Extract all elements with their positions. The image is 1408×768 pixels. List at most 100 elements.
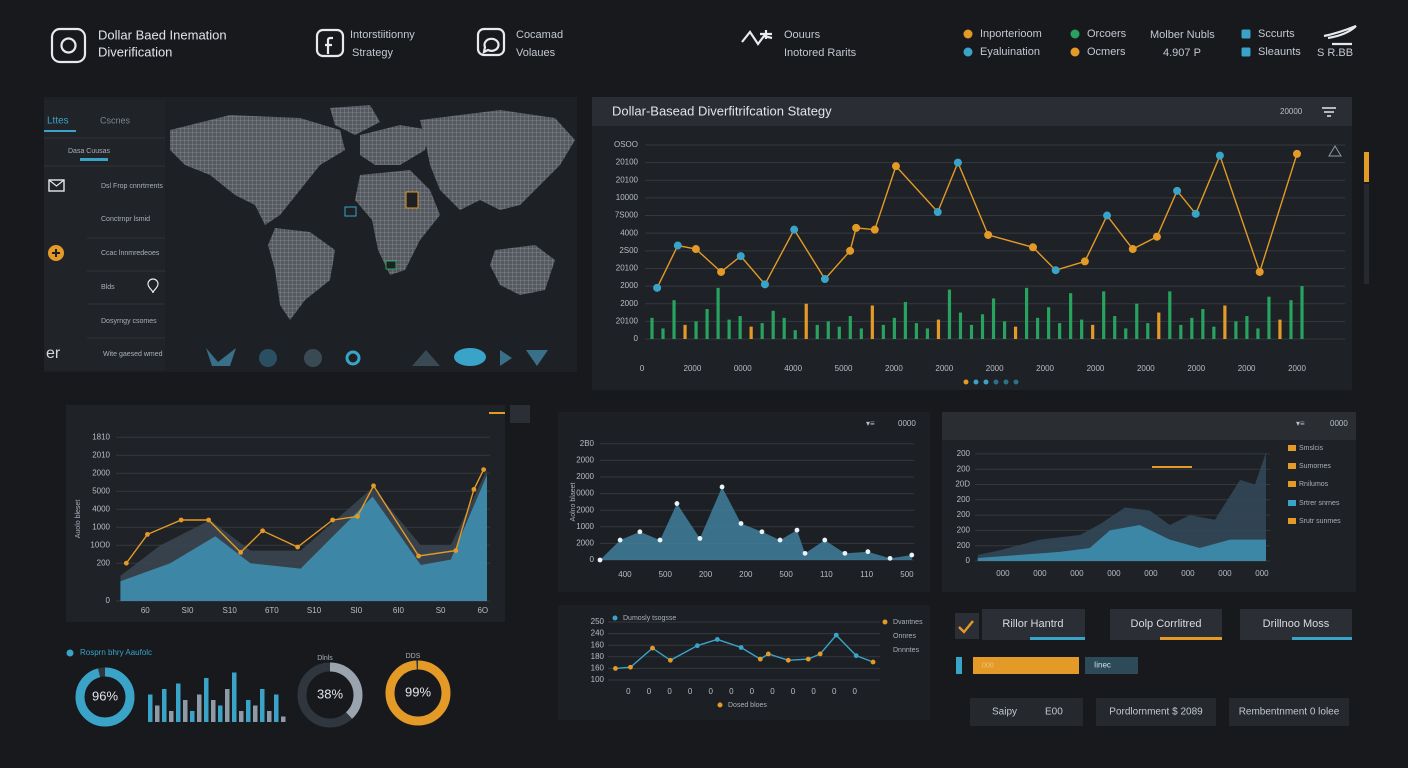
x-tick-label: S10 <box>223 606 238 615</box>
footer-box[interactable] <box>1096 698 1216 726</box>
y-tick-label: 200 <box>97 558 111 567</box>
header-title: Diverification <box>98 44 172 59</box>
bar <box>239 711 244 722</box>
sidebar-item[interactable]: Wite gaesed wmed <box>103 351 163 358</box>
chart-control[interactable]: 0000 <box>1330 419 1348 428</box>
facebook-icon[interactable] <box>315 28 345 58</box>
marker <box>853 653 859 659</box>
chart-control[interactable]: 20000 <box>1280 107 1303 116</box>
sidebar-item[interactable]: Dsl Frop cnnrtrrents <box>101 183 163 190</box>
bar <box>1300 286 1304 339</box>
sidebar-item[interactable]: Conctrnpr lsmid <box>101 216 150 223</box>
header-title: Dollar Baed Inemation <box>98 27 227 42</box>
marker <box>777 537 783 543</box>
marker <box>371 483 376 489</box>
sidebar-item[interactable]: Dosyrngy csomes <box>101 318 157 325</box>
stats-value: 4.907 P <box>1163 47 1201 59</box>
x-tick-label: 0 <box>791 687 796 696</box>
bar <box>246 700 251 722</box>
x-tick-label: 0 <box>750 687 755 696</box>
scrollbar-track <box>1364 184 1369 284</box>
button-label[interactable]: Dolp Corrlitred <box>1131 618 1202 630</box>
map-pin[interactable] <box>385 260 397 270</box>
page-dot[interactable] <box>1013 379 1019 385</box>
legend-label: Sumornes <box>1299 463 1331 470</box>
pagination <box>963 379 1019 385</box>
menu-icon[interactable] <box>1322 107 1336 117</box>
legend-dot <box>963 29 973 39</box>
page-dot[interactable] <box>963 379 969 385</box>
bar <box>947 289 952 339</box>
toolbar-shape[interactable] <box>304 349 322 367</box>
header-title: Intorstiitionny <box>350 29 415 41</box>
bar <box>672 300 676 339</box>
button[interactable] <box>1110 609 1222 640</box>
bar <box>267 711 272 722</box>
progress-handle[interactable] <box>956 657 962 674</box>
page-dot[interactable] <box>973 379 979 385</box>
page-dot[interactable] <box>993 379 999 385</box>
bar <box>826 321 830 339</box>
legend-label: Dnnntes <box>893 647 920 654</box>
progress-tag[interactable] <box>1085 657 1138 674</box>
sidebar-item[interactable]: Blds <box>101 284 115 291</box>
bar <box>804 303 808 339</box>
button[interactable] <box>982 609 1085 640</box>
bar <box>1058 323 1062 339</box>
map-pin[interactable] <box>405 191 419 209</box>
sidebar-item[interactable]: Ccac lnnmredeoes <box>101 250 160 257</box>
footer-box[interactable] <box>1229 698 1349 726</box>
donut-arc <box>385 660 451 726</box>
legend-label: Sleaunts <box>1258 46 1301 58</box>
chat-icon[interactable] <box>476 27 506 57</box>
x-tick-label: 500 <box>779 570 793 579</box>
marker <box>697 536 703 541</box>
panel-button[interactable] <box>510 405 530 423</box>
marker <box>637 529 643 535</box>
sidebar-tab[interactable]: Cscnes <box>100 115 131 125</box>
scrollbar-thumb[interactable] <box>1364 152 1369 182</box>
button-label[interactable]: Rillor Hantrd <box>1002 618 1063 630</box>
bar <box>1245 316 1249 339</box>
y-tick-label: 0000 <box>576 489 594 498</box>
area <box>120 475 487 601</box>
y-tick-label: 2000 <box>576 539 594 548</box>
sidebar-tab[interactable]: Lttes <box>47 116 69 127</box>
toolbar-shape[interactable] <box>206 348 236 366</box>
chart-control[interactable]: 0000 <box>898 419 916 428</box>
x-tick-label: S0 <box>436 606 446 615</box>
footer-box[interactable] <box>970 698 1083 726</box>
marker <box>953 158 962 167</box>
toolbar-shape[interactable] <box>345 350 361 366</box>
marker <box>802 550 808 556</box>
page-dot[interactable] <box>1003 379 1009 385</box>
y-tick-label: 20100 <box>616 316 639 325</box>
x-tick-label: 0 <box>626 687 631 696</box>
button[interactable] <box>1240 609 1352 640</box>
map-pin[interactable] <box>344 206 357 217</box>
toolbar-shape[interactable] <box>259 349 277 367</box>
button-label[interactable]: Drillnoo Moss <box>1263 618 1330 630</box>
checkbox[interactable] <box>955 613 979 639</box>
legend-square <box>1288 481 1296 487</box>
panel-icon: ▾≡ <box>866 419 875 428</box>
mail-icon[interactable] <box>48 179 65 192</box>
toolbar-shape[interactable] <box>454 348 486 366</box>
toolbar-shape[interactable] <box>500 350 548 366</box>
legend-dot <box>717 702 723 708</box>
x-tick-label: 000 <box>1218 569 1232 578</box>
main-chart-panel <box>592 97 1352 390</box>
y-tick-label: 200 <box>957 541 971 550</box>
page-dot[interactable] <box>983 379 989 385</box>
instagram-icon[interactable] <box>50 27 87 64</box>
marker <box>295 544 300 550</box>
marker <box>628 664 633 670</box>
bar <box>771 310 775 339</box>
donut-label: 38% <box>317 686 343 701</box>
marker <box>145 532 150 537</box>
bar <box>218 705 223 722</box>
y-tick-label: 160 <box>591 664 605 673</box>
toolbar-shape[interactable] <box>412 350 440 366</box>
continent <box>170 115 345 225</box>
collapse-icon[interactable] <box>1328 145 1342 157</box>
